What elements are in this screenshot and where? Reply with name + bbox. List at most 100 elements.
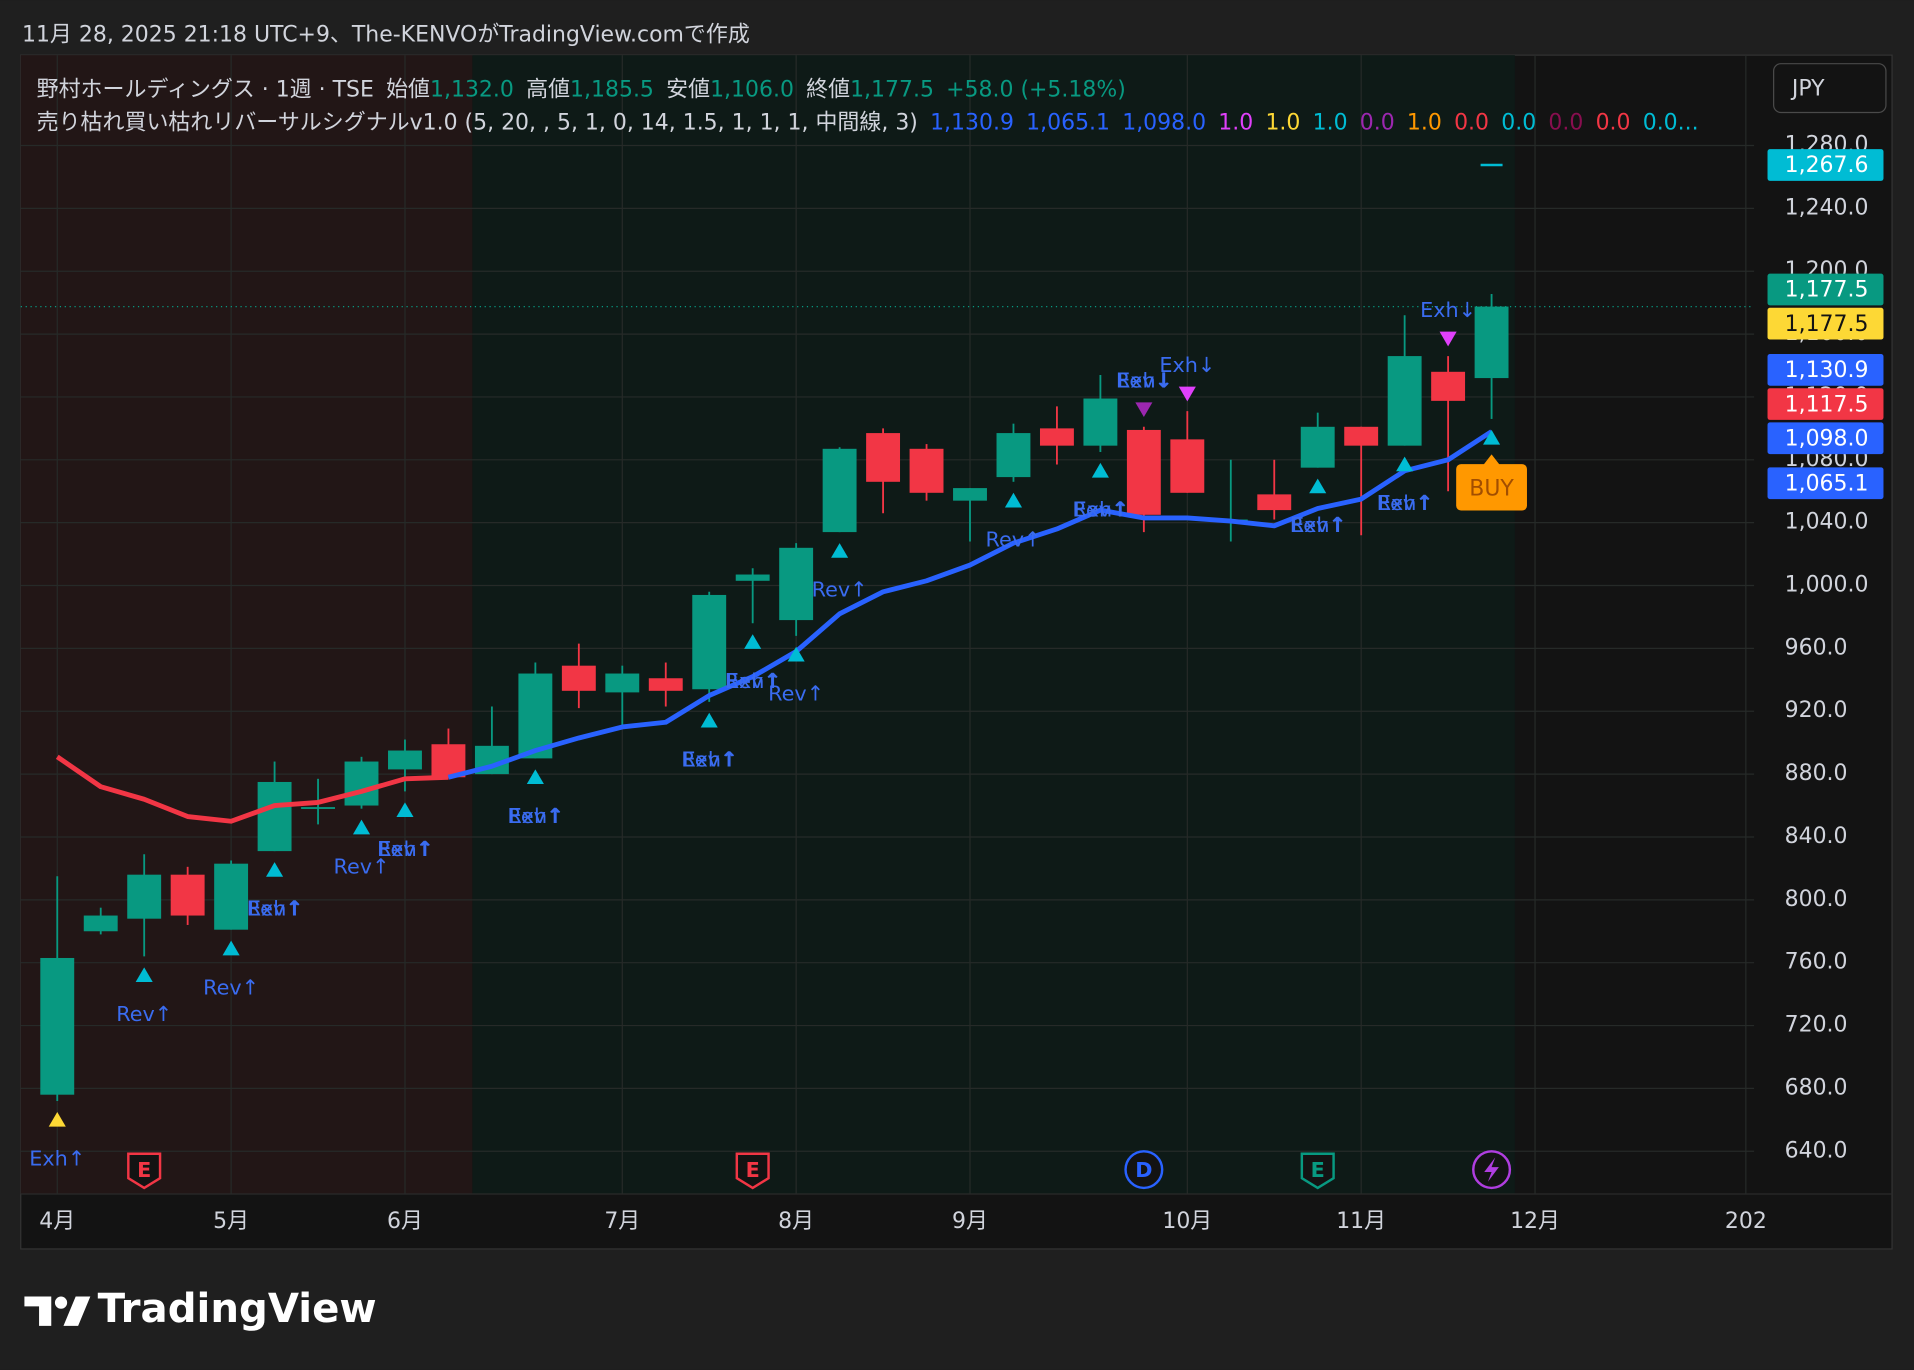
signal-marker	[1439, 331, 1457, 347]
x-tick-label: 4月	[39, 1209, 75, 1234]
candle-body	[779, 547, 814, 621]
signal-marker	[787, 646, 805, 662]
ohlc-label: 終値	[806, 78, 850, 103]
signal-marker	[352, 819, 371, 835]
y-tick-label: 840.0	[1785, 824, 1848, 849]
signal-label: Rev↑	[334, 854, 390, 878]
price-label-box	[1767, 307, 1884, 340]
signal-label: Exh↓	[1159, 353, 1215, 377]
currency-label: JPY	[1790, 76, 1825, 101]
y-tick-label: 1,240.0	[1785, 195, 1869, 220]
signal-label: Exh↓	[1420, 298, 1476, 322]
signal-label: Rev↑	[725, 669, 781, 693]
indicator-value: 1.0	[1313, 110, 1348, 135]
price-label: 1,267.6	[1785, 153, 1869, 178]
plot: Exh↑Rev↑Rev↑Rev↑Exh↑Rev↑Rev↑Exh↑Rev↑Exh↑…	[20, 163, 1755, 1190]
event-label: D	[1135, 1158, 1152, 1182]
signal-label: Exh↑	[726, 669, 782, 693]
signal-marker	[266, 862, 284, 877]
symbol: 野村ホールディングス · 1週 · TSE	[37, 78, 374, 103]
signal-marker	[1178, 386, 1196, 402]
x-tick-label: 8月	[778, 1209, 814, 1234]
bullish-zone	[472, 55, 1515, 1195]
candle-body	[822, 448, 857, 533]
x-tick-label: 12月	[1510, 1209, 1560, 1234]
candle-body	[909, 448, 944, 493]
signal-marker	[135, 967, 153, 983]
y-tick-label: 1,000.0	[1785, 573, 1869, 598]
signal-marker	[1309, 478, 1327, 494]
legend-indicator: 売り枯れ買い枯れリバーサルシグナルv1.0 (5, 20, , 5, 1, 0,…	[37, 110, 1699, 135]
signal-marker	[831, 543, 849, 558]
price-label-box	[1767, 149, 1884, 181]
y-tick-label: 880.0	[1785, 761, 1848, 786]
x-tick-label: 9月	[952, 1209, 988, 1234]
candle-body	[170, 874, 205, 916]
price-label: 1,177.5	[1785, 312, 1869, 337]
price-label: 1,065.1	[1785, 471, 1869, 496]
candle-body	[1039, 428, 1074, 446]
brand-icon	[24, 1296, 91, 1326]
signal-marker	[1135, 402, 1153, 418]
indicator-value: 0.0	[1548, 110, 1583, 135]
signal-label: Exh↑	[248, 897, 304, 921]
indicator-value: 1.0	[1407, 110, 1442, 135]
event-label: E	[1311, 1158, 1325, 1182]
legend-symbol: 野村ホールディングス · 1週 · TSE 始値1,132.0 高値1,185.5 安…	[37, 78, 1126, 103]
signal-label: Rev↓	[1116, 369, 1172, 393]
ohlc-label: 高値	[526, 78, 570, 103]
signal-marker	[1396, 456, 1414, 472]
y-tick-label: 920.0	[1785, 698, 1848, 723]
price-label-box	[1767, 467, 1884, 500]
candle-body	[1300, 426, 1335, 468]
signal-label: Exh↑	[1074, 498, 1130, 522]
ohlc-value: 1,106.0	[710, 78, 794, 103]
signal-marker	[1483, 429, 1501, 445]
brand-icon-dot	[54, 1296, 68, 1309]
event-badge	[735, 1152, 770, 1190]
signal-label: Exh↓	[1117, 369, 1173, 393]
x-tick-label: 5月	[213, 1209, 249, 1234]
event-badge	[127, 1152, 162, 1190]
candle-body	[1126, 429, 1161, 515]
indicator-name: 売り枯れ買い枯れリバーサルシグナルv1.0 (5, 20, , 5, 1, 0,…	[37, 110, 918, 135]
event-badge	[1300, 1152, 1335, 1190]
signal-label: Exh↑	[378, 837, 434, 861]
indicator-value: 0.0	[1454, 110, 1489, 135]
candle-body	[648, 678, 683, 691]
price-label-box	[1767, 422, 1884, 455]
candle-body	[692, 594, 727, 690]
currency-button[interactable]	[1773, 63, 1887, 114]
candle-body	[735, 574, 770, 581]
signal-label: Rev↑	[247, 897, 303, 921]
buy-pointer	[1483, 454, 1501, 466]
candle-body	[1344, 426, 1379, 446]
signal-label: Rev↑	[768, 681, 824, 705]
buy-box	[1456, 464, 1527, 511]
signal-marker	[1091, 462, 1109, 478]
price-label: 1,117.5	[1785, 392, 1869, 417]
axes: 640.0 680.0 720.0 760.0 800.0 840.0 880.0 920.0…	[39, 133, 1884, 1234]
ohlc-label: 始値	[386, 78, 430, 103]
y-tick-label: 680.0	[1785, 1075, 1848, 1100]
candle-body	[605, 673, 640, 693]
y-tick-label: 760.0	[1785, 950, 1848, 975]
candle-body	[866, 433, 901, 482]
ohlc-value: 1,177.5	[850, 78, 934, 103]
indicator-value: 0.0	[1501, 110, 1536, 135]
candle-body	[1257, 494, 1292, 511]
signal-marker	[744, 634, 762, 649]
y-tick-label: 960.0	[1785, 635, 1848, 660]
signal-label: Rev↑	[116, 1002, 172, 1026]
event-badge	[1124, 1150, 1164, 1190]
price-label: 1,098.0	[1785, 426, 1869, 451]
event-label: E	[137, 1158, 151, 1182]
candle-body	[1431, 371, 1466, 401]
indicator-value: 1.0	[1265, 110, 1300, 135]
signal-label: Rev↑	[507, 804, 563, 828]
x-tick-label: 7月	[604, 1209, 640, 1234]
ohlc-label: 安値	[666, 78, 710, 103]
candle-body	[257, 781, 292, 852]
price-label-box	[1767, 388, 1884, 420]
